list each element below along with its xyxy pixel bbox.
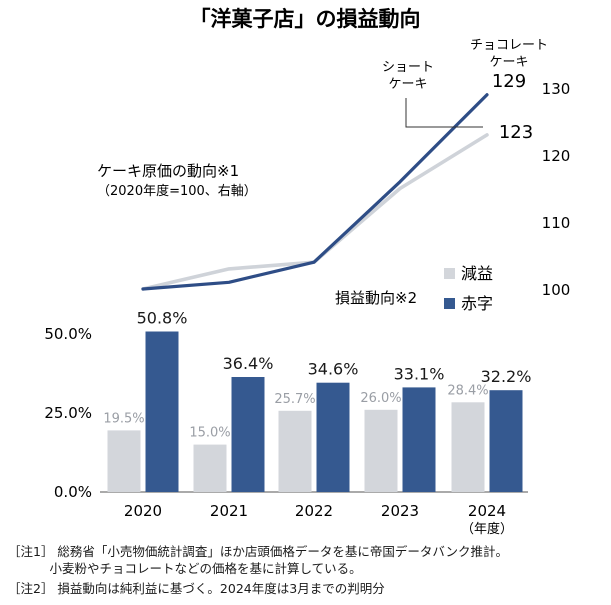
bar-label-deficit: 32.2% (481, 367, 532, 386)
bar-deficit-2020 (145, 331, 179, 492)
legend-swatch-decline (444, 268, 455, 279)
cost-line-chart: ケーキ原価の動向※1 （2020年度=100、右軸） 100 110 120 130 チ… (97, 38, 570, 299)
left-axis-tick: 25.0% (44, 404, 92, 422)
legend-short-cake-line2: ケーキ (388, 77, 427, 92)
bar-deficit-2021 (231, 377, 265, 492)
legend-swatch-deficit (444, 298, 455, 309)
right-axis-tick: 130 (542, 80, 571, 98)
legend-label-decline: 減益 (461, 264, 493, 283)
bar-label-deficit: 33.1% (394, 364, 445, 383)
note-2-line-1: ［注2］ 損益動向は純利益に基づく。2024年度は3月までの判明分 (8, 581, 385, 596)
legend-chocolate-cake-line2: ケーキ (489, 55, 528, 70)
bar-label-deficit: 34.6% (308, 360, 359, 379)
end-label-chocolate: 129 (492, 71, 526, 92)
left-axis-tick: 50.0% (44, 325, 92, 343)
x-axis-tick: 2023 (381, 502, 419, 520)
x-axis-unit: （年度） (461, 521, 513, 537)
line-point-short (227, 267, 231, 271)
bar-label-deficit: 50.8% (137, 309, 188, 328)
short-cake-leader-line (405, 98, 483, 128)
legend-label-deficit: 赤字 (461, 294, 493, 313)
line-point-short (485, 133, 489, 137)
right-axis-tick: 100 (542, 281, 571, 299)
line-point-chocolate (312, 261, 316, 264)
note-2: ［注2］ 損益動向は純利益に基づく。2024年度は3月までの判明分 (8, 580, 385, 597)
bar-decline-2021 (193, 444, 227, 492)
profit-bar-chart: 損益動向※2 0.0% 25.0% 50.0% 19.5% 15.0% 25.7% 26.0… (44, 264, 531, 537)
right-axis-tick: 120 (542, 147, 571, 165)
line-point-chocolate (485, 93, 489, 96)
x-axis-tick: 2021 (210, 502, 248, 520)
right-axis-tick: 110 (542, 214, 571, 232)
note-1-line-2: 小麦粉やチョコレートなどの価格を基に計算している。 (8, 561, 362, 576)
x-axis-tick: 2024 (468, 502, 506, 520)
bar-label-decline: 28.4% (447, 383, 488, 398)
bar-label-decline: 25.7% (274, 392, 315, 407)
bar-deficit-2022 (316, 382, 350, 492)
line-point-chocolate (398, 180, 402, 183)
legend-short-cake-line1: ショート (382, 60, 434, 75)
line-chart-subtitle: （2020年度=100、右軸） (97, 183, 257, 199)
chart-title: 「洋菓子店」の損益動向 (190, 7, 421, 31)
bar-decline-2023 (364, 409, 398, 492)
line-point-short (398, 187, 402, 190)
bar-decline-2024 (451, 402, 485, 492)
line-point-chocolate (227, 281, 231, 284)
bar-decline-2022 (278, 410, 312, 492)
chart-area: 「洋菓子店」の損益動向 ケーキ原価の動向※1 （2020年度=100、右軸） 1… (44, 7, 570, 537)
bar-decline-2020 (107, 430, 141, 492)
left-axis-tick: 0.0% (54, 483, 92, 501)
bar-label-decline: 19.5% (103, 411, 144, 426)
line-point-chocolate (141, 287, 145, 291)
bar-label-decline: 26.0% (360, 391, 401, 406)
x-axis-tick: 2022 (295, 502, 333, 520)
bar-label-deficit: 36.4% (223, 354, 274, 373)
note-1: ［注1］ 総務省「小売物価統計調査」ほか店頭価格データを基に帝国データバンク推計… (8, 543, 508, 577)
note-1-line-1: ［注1］ 総務省「小売物価統計調査」ほか店頭価格データを基に帝国データバンク推計… (8, 544, 509, 559)
bar-deficit-2024 (489, 390, 523, 492)
legend-chocolate-cake-line1: チョコレート (470, 38, 548, 53)
bar-chart-title: 損益動向※2 (335, 289, 417, 307)
bar-deficit-2023 (402, 387, 436, 492)
x-axis-tick: 2020 (124, 502, 162, 520)
line-short-cake (141, 133, 489, 291)
end-label-short: 123 (499, 122, 533, 143)
line-chart-title: ケーキ原価の動向※1 (97, 162, 239, 180)
bar-label-decline: 15.0% (189, 426, 230, 441)
